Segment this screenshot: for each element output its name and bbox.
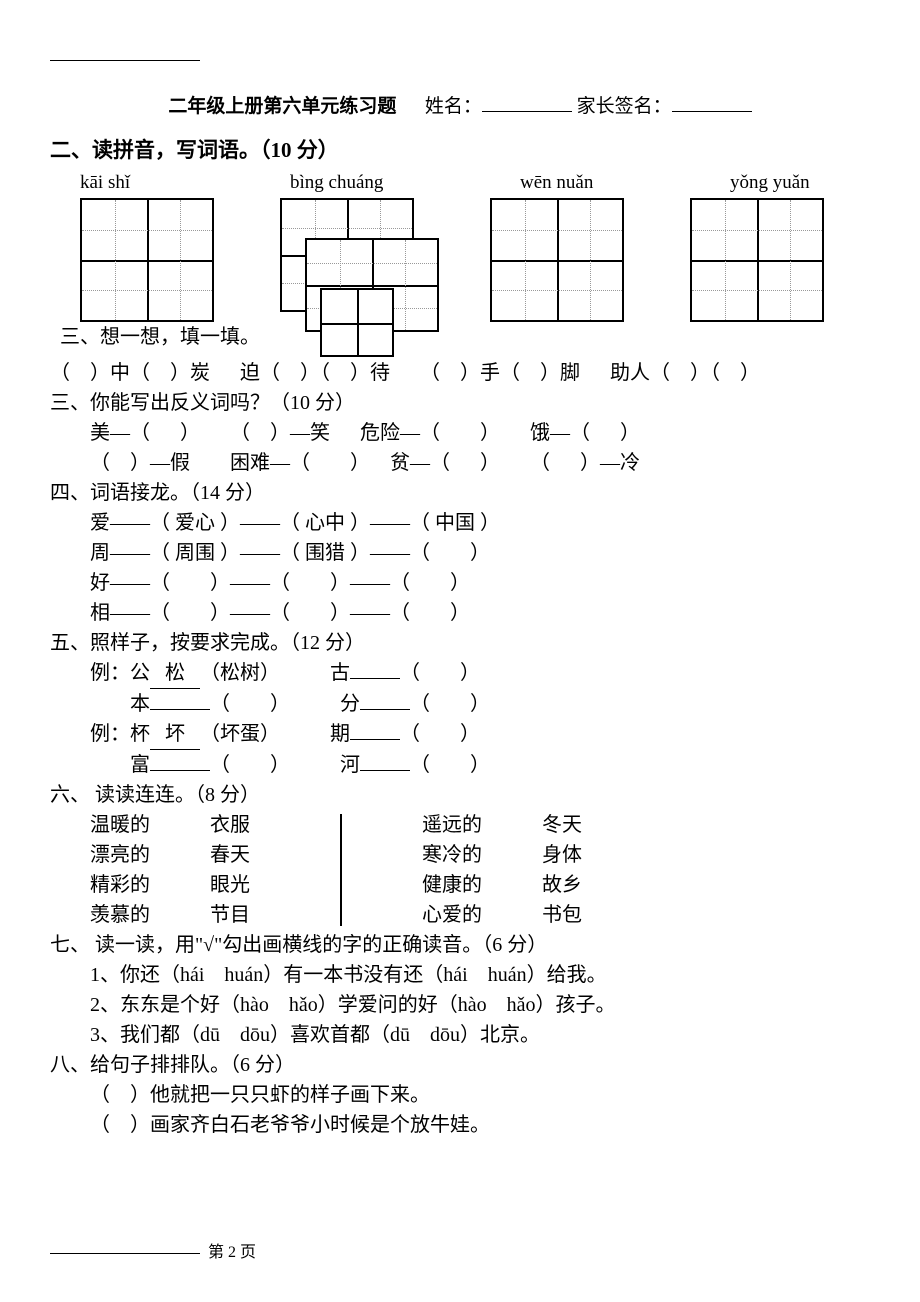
q5-text: （坏蛋） 期 <box>200 723 350 745</box>
q5-text: 例：公 <box>90 662 150 684</box>
q7-l2: 2、东东是个好（hào hǎo）学爱问的好（hào hǎo）孩子。 <box>90 990 870 1020</box>
page-number: 第 2 页 <box>208 1244 256 1261</box>
q6-col: 冬天 身体 故乡 书包 <box>542 810 642 930</box>
doc-title: 二年级上册第六单元练习题 <box>168 96 396 117</box>
q5-under: 坏 <box>150 719 200 750</box>
q6-item: 心爱的 <box>422 900 542 930</box>
q6-item: 精彩的 <box>90 870 210 900</box>
pinyin-4: yǒng yuǎn <box>730 172 870 194</box>
q5-paren: （ ） <box>400 662 480 684</box>
name-label: 姓名： <box>425 96 482 117</box>
tian-box[interactable] <box>490 198 624 322</box>
q6-item: 冬天 <box>542 810 642 840</box>
q6-item: 春天 <box>210 840 310 870</box>
q5-paren: （ ） <box>400 723 480 745</box>
q5-text: 富 <box>130 754 150 776</box>
q6-item: 眼光 <box>210 870 310 900</box>
q3a-line: （ ）中（ ）炭 迫（ ）（ ）待 （ ）手（ ）脚 助人（ ）（ ） <box>50 358 870 388</box>
q5-text: 河 <box>340 754 360 776</box>
q5-paren: （ ） <box>410 754 490 776</box>
tian-box[interactable] <box>80 198 214 322</box>
q6-item: 书包 <box>542 900 642 930</box>
pinyin-2: bìng chuáng <box>290 172 450 194</box>
tian-box[interactable] <box>690 198 824 322</box>
q5-blank[interactable] <box>350 739 400 740</box>
q4-l4: 相——（ ）——（ ）——（ ） <box>90 598 870 628</box>
q4-title: 四、词语接龙。（14 分） <box>50 478 870 508</box>
q6-item: 衣服 <box>210 810 310 840</box>
q6-item: 温暖的 <box>90 810 210 840</box>
q6-item: 羡慕的 <box>90 900 210 930</box>
footer-rule <box>50 1253 200 1254</box>
q6-item: 遥远的 <box>422 810 542 840</box>
q5-row: 例：杯 坏 （坏蛋） 期 （ ） <box>90 719 870 750</box>
q6-item: 健康的 <box>422 870 542 900</box>
q7-l1: 1、你还（hái huán）有一本书没有还（hái huán）给我。 <box>90 960 870 990</box>
q5-text: 本 <box>130 693 150 715</box>
q5-blank[interactable] <box>350 678 400 679</box>
q5-paren: （ ） <box>210 693 290 715</box>
name-blank[interactable] <box>482 92 572 112</box>
q5-blank[interactable] <box>150 770 210 771</box>
q7-title: 七、 读一读，用"√"勾出画横线的字的正确读音。（6 分） <box>50 930 870 960</box>
q5-row: 富 （ ） 河 （ ） <box>90 750 870 780</box>
pinyin-3: wēn nuǎn <box>520 172 660 194</box>
q5-paren: （ ） <box>410 693 490 715</box>
q5-title: 五、照样子，按要求完成。（12 分） <box>50 628 870 658</box>
top-rule <box>50 60 200 61</box>
q2-title: 二、读拼音，写词语。（10 分） <box>50 134 870 164</box>
pinyin-row: kāi shǐ bìng chuáng wēn nuǎn yǒng yuǎn <box>80 172 870 194</box>
q5-text: （松树） 古 <box>200 662 350 684</box>
q3b-l2: （ ）—假 困难—（ ） 贫—（ ） （ ）—冷 <box>90 448 870 478</box>
q4-l1: 爱——（ 爱心 ）——（ 心中 ）——（ 中国 ） <box>90 508 870 538</box>
q6-item: 漂亮的 <box>90 840 210 870</box>
q6-col: 遥远的 寒冷的 健康的 心爱的 <box>422 810 542 930</box>
q5-under: 松 <box>150 658 200 689</box>
sign-label: 家长签名： <box>577 96 672 117</box>
q5-text: 分 <box>340 693 360 715</box>
tian-boxes-area: 三、想一想，填一填。 <box>60 198 870 358</box>
sign-blank[interactable] <box>672 92 752 112</box>
q7-l3: 3、我们都（dū dōu）喜欢首都（dū dōu）北京。 <box>90 1020 870 1050</box>
q5-blank[interactable] <box>150 709 210 710</box>
header: 二年级上册第六单元练习题 姓名： 家长签名： <box>50 91 870 118</box>
q5-blank[interactable] <box>360 770 410 771</box>
q6-item: 寒冷的 <box>422 840 542 870</box>
q5-text: 例：杯 <box>90 723 150 745</box>
q3b-l1: 美—（ ） （ ）—笑 危险—（ ） 饿—（ ） <box>90 418 870 448</box>
q6-item: 节目 <box>210 900 310 930</box>
q8-l1: （ ）他就把一只只虾的样子画下来。 <box>90 1080 870 1110</box>
page: 二年级上册第六单元练习题 姓名： 家长签名： 二、读拼音，写词语。（10 分） … <box>0 0 920 1302</box>
q6-divider <box>340 814 342 926</box>
q6-col: 衣服 春天 眼光 节目 <box>210 810 310 930</box>
q5-paren: （ ） <box>210 754 290 776</box>
pinyin-1: kāi shǐ <box>80 172 220 194</box>
q6-grid: 温暖的 漂亮的 精彩的 羡慕的 衣服 春天 眼光 节目 遥远的 寒冷的 健康的 … <box>90 810 870 930</box>
q3a-overlay: 三、想一想，填一填。 <box>60 322 260 352</box>
q5-blank[interactable] <box>360 709 410 710</box>
q6-item: 身体 <box>542 840 642 870</box>
q5-row: 本 （ ） 分 （ ） <box>90 689 870 719</box>
q5-row: 例：公 松 （松树） 古 （ ） <box>90 658 870 689</box>
q6-item: 故乡 <box>542 870 642 900</box>
footer: 第 2 页 <box>50 1238 256 1262</box>
q4-l3: 好——（ ）——（ ）——（ ） <box>90 568 870 598</box>
q3b-title: 三、你能写出反义词吗？（10 分） <box>50 388 870 418</box>
q8-l2: （ ）画家齐白石老爷爷小时候是个放牛娃。 <box>90 1110 870 1140</box>
q8-title: 八、给句子排排队。（6 分） <box>50 1050 870 1080</box>
q4-l2: 周——（ 周围 ）——（ 围猎 ）——（ ） <box>90 538 870 568</box>
q6-col: 温暖的 漂亮的 精彩的 羡慕的 <box>90 810 210 930</box>
tian-box[interactable] <box>320 288 394 357</box>
q6-title: 六、 读读连连。（8 分） <box>50 780 870 810</box>
